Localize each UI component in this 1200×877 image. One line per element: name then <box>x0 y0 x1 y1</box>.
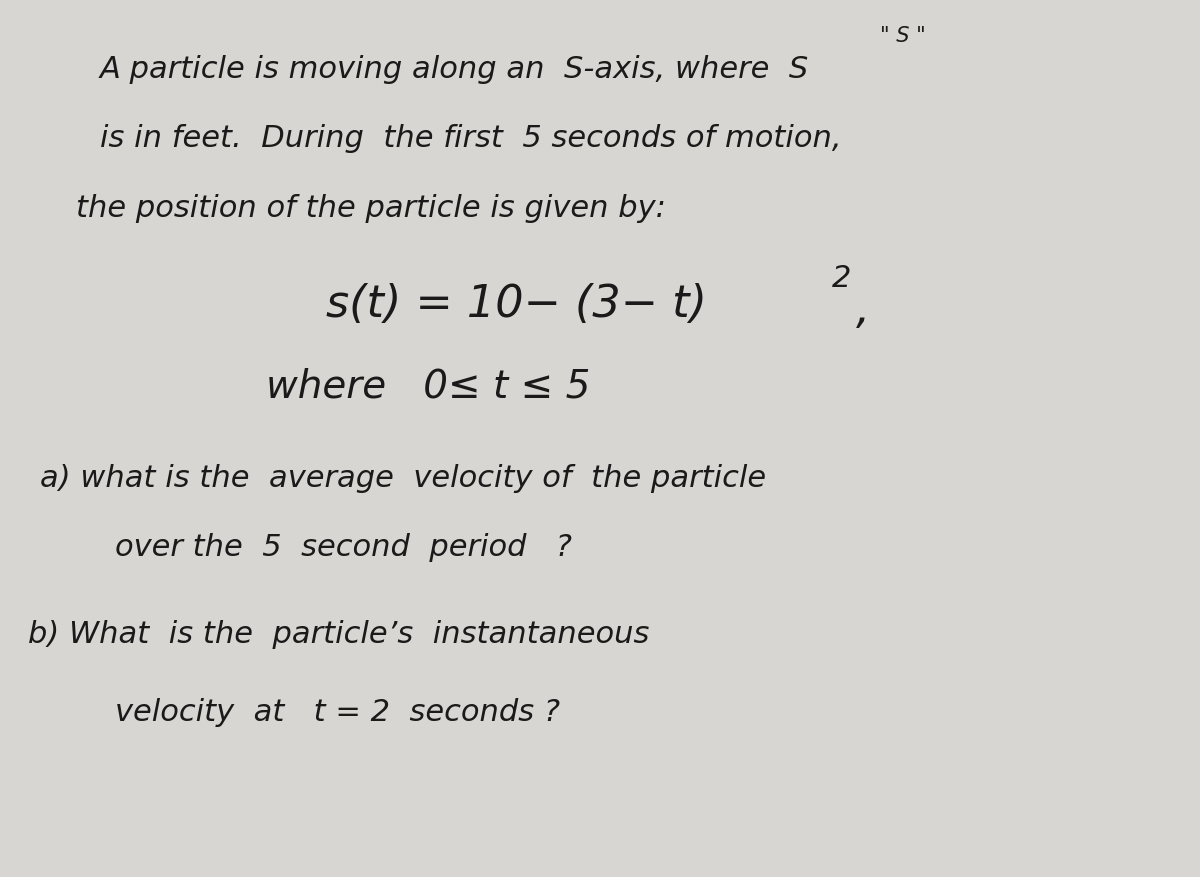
Text: the position of the particle is given by:: the position of the particle is given by… <box>76 194 666 223</box>
Text: A particle is moving along an  S-axis, where  S: A particle is moving along an S-axis, wh… <box>100 55 809 84</box>
Text: b) What  is the  particle’s  instantaneous: b) What is the particle’s instantaneous <box>28 619 649 648</box>
Text: over the  5  second  period   ?: over the 5 second period ? <box>76 532 571 561</box>
Text: s(t) = 10− (3− t): s(t) = 10− (3− t) <box>326 282 707 325</box>
Text: " S ": " S " <box>880 26 925 46</box>
Text: a) what is the  average  velocity of  the particle: a) what is the average velocity of the p… <box>40 463 766 492</box>
Text: velocity  at   t = 2  seconds ?: velocity at t = 2 seconds ? <box>76 697 559 727</box>
Text: is in feet.  During  the first  5 seconds of motion,: is in feet. During the first 5 seconds o… <box>100 125 841 153</box>
Text: where   0≤ t ≤ 5: where 0≤ t ≤ 5 <box>266 367 590 405</box>
Text: ,: , <box>857 289 870 332</box>
Text: 2: 2 <box>833 263 852 292</box>
